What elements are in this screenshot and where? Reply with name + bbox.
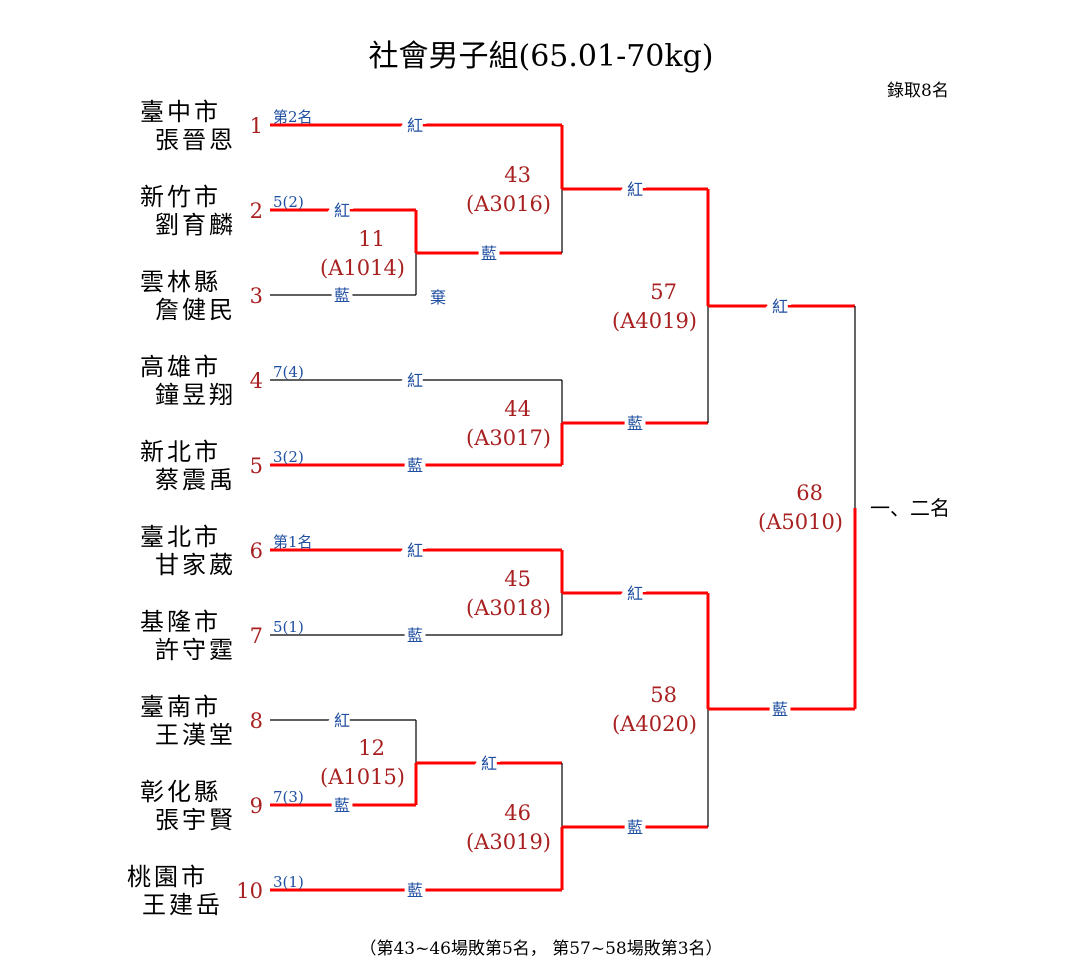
match-code: (A4019)	[612, 309, 697, 333]
entry-number: 6	[250, 539, 263, 563]
entry-result-note: 5(2)	[273, 193, 304, 211]
entry-name: 許守霆	[155, 636, 236, 664]
entry-number: 2	[250, 199, 263, 223]
entry-name: 劉育麟	[155, 211, 236, 239]
match-number: 44	[504, 397, 531, 421]
red-corner-label: 紅	[407, 541, 423, 560]
entry-result-note: 7(4)	[273, 363, 304, 381]
blue-corner-label: 藍	[627, 414, 643, 433]
entry-result-note: 第2名	[273, 108, 313, 126]
entry-city: 桃園市	[127, 863, 208, 891]
match-code: (A4020)	[612, 712, 697, 736]
match-number: 45	[504, 567, 531, 591]
match-code: (A5010)	[758, 510, 843, 534]
red-corner-label: 紅	[334, 711, 350, 730]
entry-result-note: 第1名	[273, 533, 313, 551]
blue-corner-label: 藍	[407, 626, 423, 645]
entry-number: 5	[250, 454, 263, 478]
match-number: 43	[504, 163, 531, 187]
entry-result-note: 5(1)	[273, 618, 304, 636]
red-corner-label: 紅	[481, 754, 497, 773]
match-code: (A3017)	[466, 426, 551, 450]
quota-label: 錄取8名	[887, 81, 949, 101]
match-number: 46	[504, 801, 531, 825]
entry-name: 蔡震禹	[155, 466, 236, 494]
match-number: 12	[358, 736, 385, 760]
entry-name: 王漢堂	[155, 721, 236, 749]
entry-city: 基隆市	[140, 608, 221, 636]
match-number: 58	[650, 683, 677, 707]
blue-corner-label: 藍	[407, 881, 423, 900]
final-label: 一、二名	[870, 496, 950, 520]
match-code: (A1014)	[320, 256, 405, 280]
entry-name: 鐘昱翔	[155, 381, 236, 409]
match-number: 57	[650, 280, 677, 304]
blue-corner-label: 藍	[627, 818, 643, 837]
entry-city: 臺南市	[140, 693, 221, 721]
entry-city: 新北市	[140, 438, 221, 466]
entry-name: 張晉恩	[155, 126, 236, 154]
red-corner-label: 紅	[334, 201, 350, 220]
blue-corner-label: 藍	[334, 796, 350, 815]
entry-number: 3	[250, 284, 263, 308]
entry-city: 彰化縣	[140, 778, 221, 806]
entry-result-note: 3(2)	[273, 448, 304, 466]
red-corner-label: 紅	[407, 116, 423, 135]
match-code: (A1015)	[320, 765, 405, 789]
red-corner-label: 紅	[627, 584, 643, 603]
red-corner-label: 紅	[407, 371, 423, 390]
footer-note: （第43~46場敗第5名， 第57~58場敗第3名）	[359, 939, 722, 959]
match-number: 11	[358, 227, 385, 251]
entry-city: 臺北市	[140, 523, 221, 551]
match-code: (A3019)	[466, 830, 551, 854]
red-corner-label: 紅	[772, 297, 788, 316]
forfeit-label: 棄	[430, 288, 446, 307]
bracket-lines	[270, 123, 857, 892]
entry-number: 10	[236, 879, 263, 903]
entry-name: 詹健民	[155, 296, 236, 324]
entry-number: 9	[250, 794, 263, 818]
red-corner-label: 紅	[627, 180, 643, 199]
entry-number: 1	[250, 114, 263, 138]
blue-corner-label: 藍	[481, 244, 497, 263]
entry-result-note: 7(3)	[273, 788, 304, 806]
entry-city: 雲林縣	[140, 268, 221, 296]
match-code: (A3018)	[466, 596, 551, 620]
blue-corner-label: 藍	[772, 700, 788, 719]
blue-corner-label: 藍	[407, 456, 423, 475]
entry-city: 臺中市	[140, 98, 221, 126]
entry-city: 高雄市	[140, 353, 221, 381]
entry-name: 王建岳	[142, 891, 223, 919]
blue-corner-label: 藍	[334, 286, 350, 305]
match-number: 68	[796, 481, 823, 505]
entry-number: 4	[250, 369, 263, 393]
entry-number: 7	[250, 624, 263, 648]
entry-city: 新竹市	[140, 183, 221, 211]
match-code: (A3016)	[466, 192, 551, 216]
entry-result-note: 3(1)	[273, 873, 304, 891]
entry-number: 8	[250, 709, 263, 733]
entry-name: 張宇賢	[155, 806, 236, 834]
entry-name: 甘家葳	[155, 551, 236, 579]
bracket-title: 社會男子組(65.01-70kg)	[369, 39, 714, 74]
